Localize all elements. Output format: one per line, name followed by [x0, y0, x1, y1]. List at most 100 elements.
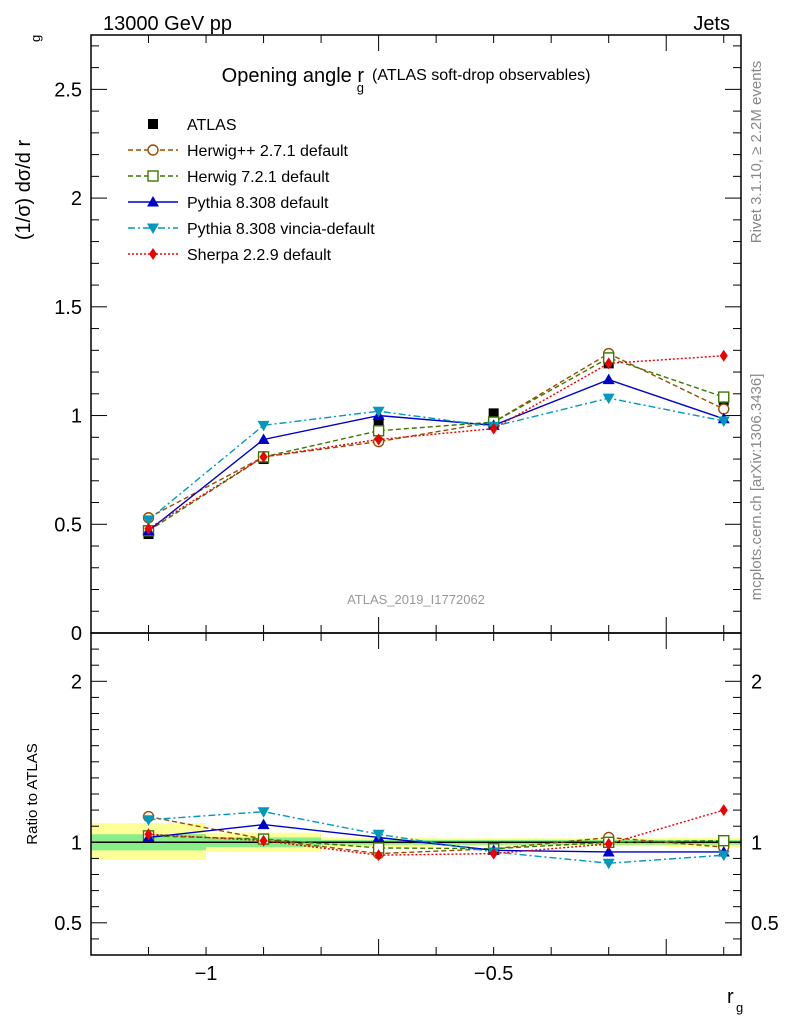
- ratio-series-group: [142, 804, 730, 870]
- y-tick-label: 2: [71, 188, 82, 210]
- legend-entry: Herwig 7.2.1 default: [128, 169, 330, 186]
- series-pythia-8-308-vincia-default: [142, 393, 730, 526]
- data-point: [718, 391, 730, 403]
- y-tick-label: 0: [71, 623, 82, 645]
- y-tick-label: 2.5: [54, 79, 82, 101]
- ratio-data-point: [144, 828, 153, 841]
- ratio-series-line: [148, 815, 724, 855]
- data-point: [257, 433, 270, 444]
- data-point: [717, 416, 730, 427]
- series-line: [148, 378, 724, 532]
- data-point: [718, 403, 730, 415]
- main-ylabel-text: (1/σ) dσ/d r: [13, 140, 35, 241]
- legend-entry: Pythia 8.308 default: [128, 195, 329, 212]
- rivet-version-label: Rivet 3.1.10, ≥ 2.2M events: [748, 61, 765, 244]
- data-point: [257, 420, 270, 432]
- process-label: Jets: [693, 13, 730, 35]
- legend-marker: [147, 196, 159, 207]
- ratio-y-tick-label-right: 2: [751, 671, 762, 693]
- ratio-data-point: [602, 845, 615, 857]
- ratio-series-sherpa-2-2-9-default: [144, 804, 728, 862]
- data-point: [142, 515, 155, 526]
- ratio-data-point: [374, 849, 383, 862]
- ratio-y-tick-label: 2: [71, 671, 82, 693]
- main-title: Opening angle r g (ATLAS soft-drop obser…: [222, 65, 591, 95]
- main-plot: 0 0.5 1 1.5 2 2.5 ATLAS_2019_I1772062 Opening…: [13, 34, 742, 645]
- legend-label: Herwig 7.2.1 default: [187, 169, 330, 186]
- legend-marker: [148, 119, 158, 129]
- legend-label: Pythia 8.308 default: [187, 195, 329, 212]
- main-ylabel-subscript: g: [28, 35, 43, 42]
- ratio-data-point: [372, 829, 385, 841]
- main-title-text: Opening angle r: [222, 65, 365, 87]
- main-series-group: [142, 347, 730, 540]
- ratio-y-tick-label: 1: [71, 832, 82, 854]
- ratio-series-line: [148, 811, 724, 864]
- data-point: [719, 349, 728, 362]
- y-tick-label: 1: [71, 406, 82, 428]
- main-title-subscript: g: [357, 80, 364, 95]
- ratio-data-point: [257, 818, 270, 830]
- ratio-xlabel: r: [727, 986, 734, 1008]
- legend-entry: Pythia 8.308 vincia-default: [128, 221, 375, 238]
- data-point: [374, 433, 383, 446]
- series-line: [148, 397, 724, 521]
- energy-label: 13000 GeV pp: [103, 13, 232, 35]
- x-tick-label: −0.5: [474, 963, 513, 985]
- legend-marker: [149, 248, 157, 260]
- data-point: [372, 406, 385, 418]
- legend-label: Sherpa 2.2.9 default: [187, 247, 332, 264]
- legend-label: Herwig++ 2.7.1 default: [187, 143, 349, 160]
- ratio-y-tick-label-right: 0.5: [751, 913, 779, 935]
- series-pythia-8-308-default: [142, 373, 730, 536]
- ratio-data-point: [717, 850, 730, 862]
- legend-marker: [147, 144, 159, 156]
- ratio-series-line: [148, 823, 724, 853]
- data-point: [602, 393, 615, 405]
- ratio-data-point: [489, 847, 498, 860]
- main-ylabel: (1/σ) dσ/d r g: [13, 35, 43, 240]
- series-sherpa-2-2-9-default: [144, 349, 728, 535]
- series-herwig-7-2-1-default: [142, 352, 730, 537]
- ratio-data-point: [604, 837, 613, 850]
- data-point: [489, 422, 498, 435]
- x-tick-label: −1: [195, 963, 218, 985]
- ratio-data-point: [257, 807, 270, 818]
- legend-entry: Herwig++ 2.7.1 default: [128, 143, 349, 160]
- legend-entry: ATLAS: [148, 117, 237, 134]
- mcplots-label: mcplots.cern.ch [arXiv:1306.3436]: [748, 374, 765, 601]
- series-line: [148, 357, 724, 532]
- ratio-data-point: [718, 834, 730, 847]
- legend-label: Pythia 8.308 vincia-default: [187, 221, 375, 238]
- ratio-series-line: [148, 809, 724, 856]
- ratio-y-tick-label-right: 1: [751, 832, 762, 854]
- ratio-data-point: [602, 858, 615, 870]
- legend-marker: [147, 223, 159, 234]
- series-line: [148, 355, 724, 530]
- analysis-id-watermark: ATLAS_2019_I1772062: [347, 592, 485, 607]
- data-point: [259, 450, 268, 463]
- ratio-data-point: [259, 834, 268, 847]
- ratio-series-pythia-8-308-vincia-default: [142, 807, 730, 870]
- ratio-plot: 0.5 0.5 1 1 2 2 −1 −0.5 Ratio to ATLAS r g: [24, 632, 779, 1015]
- legend-label: ATLAS: [187, 117, 237, 134]
- main-axis-ticks: 0 0.5 1 1.5 2 2.5: [54, 35, 741, 645]
- legend-marker: [147, 170, 159, 182]
- data-point: [602, 373, 615, 385]
- data-point: [604, 357, 613, 370]
- ratio-data-point: [719, 804, 728, 817]
- ratio-data-point: [142, 815, 155, 826]
- ratio-plot-frame: [90, 632, 742, 956]
- main-title-note: (ATLAS soft-drop observables): [372, 67, 590, 84]
- ratio-y-tick-label: 0.5: [54, 913, 82, 935]
- y-tick-label: 0.5: [54, 514, 82, 536]
- series-line: [148, 352, 725, 519]
- ratio-axis-ticks: 0.5 0.5 1 1 2 2 −1 −0.5: [54, 633, 779, 985]
- data-point: [144, 522, 153, 535]
- legend-entry: Sherpa 2.2.9 default: [128, 247, 332, 264]
- series-atlas: [143, 358, 729, 540]
- series-herwig-2-7-1-default: [142, 347, 730, 524]
- data-point: [488, 408, 499, 419]
- data-point: [373, 417, 384, 428]
